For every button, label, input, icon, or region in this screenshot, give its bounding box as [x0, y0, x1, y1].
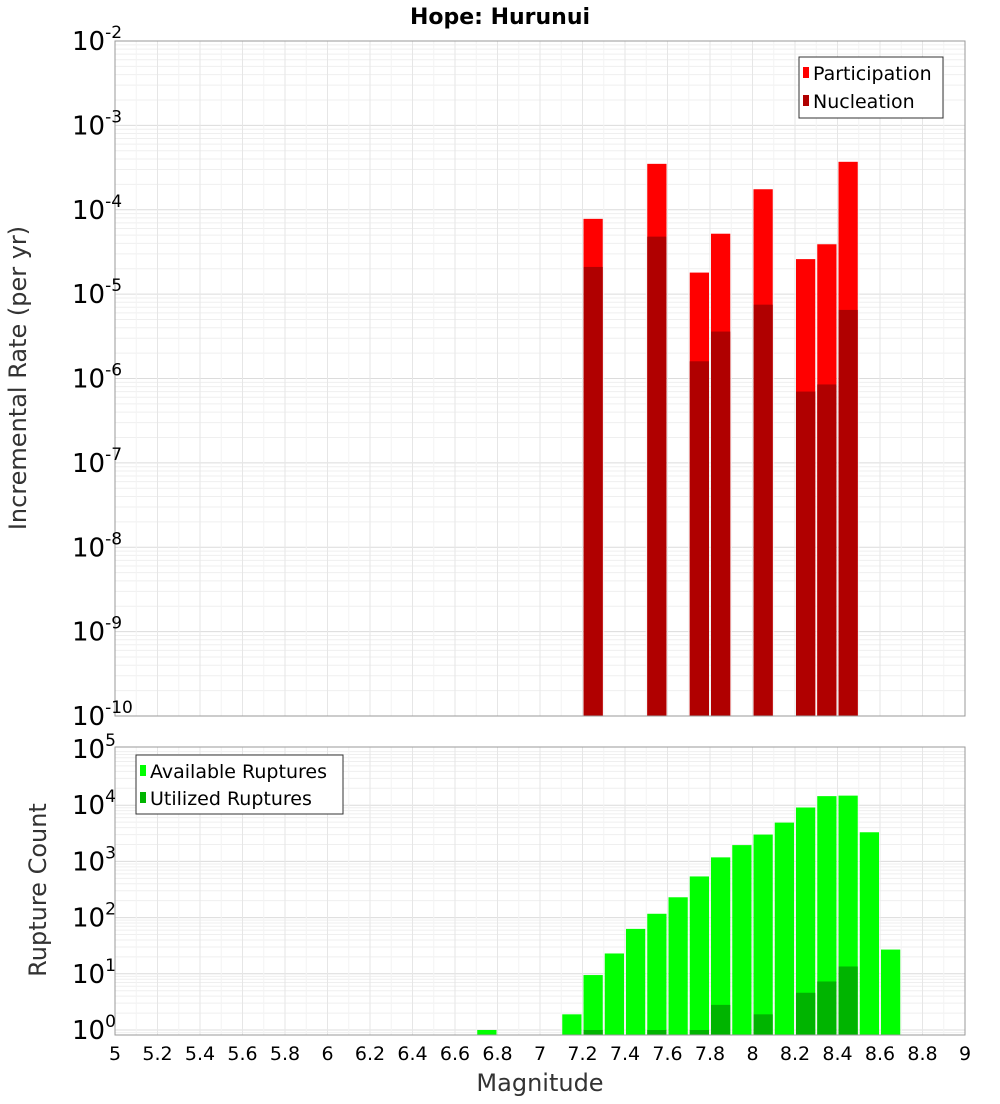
y-tick-label: 10-9	[72, 614, 122, 648]
bottom-panel: 100 101 102 103 104 105 5 5.2 5.4 5.6 5.8 6 6.2 6.4 6…	[24, 731, 971, 1097]
y-tick-label: 10-6	[72, 361, 122, 395]
bar	[626, 928, 646, 1035]
top-y-tick-labels: 10-10 10-9 10-8 10-7 10-6 10-5 10-4 10-3 10-2	[72, 23, 133, 732]
bar	[647, 236, 667, 716]
bar	[477, 1030, 497, 1035]
bar	[796, 807, 816, 1035]
bottom-utilized-bars	[583, 966, 858, 1035]
x-tick-label: 6.2	[355, 1043, 385, 1065]
bottom-available-bars	[477, 795, 901, 1035]
top-nucleation-bars	[583, 236, 858, 716]
x-tick-labels: 5 5.2 5.4 5.6 5.8 6 6.2 6.4 6.6 6.8 7 7.2 7.4 7.6 7.8 8…	[109, 1043, 971, 1065]
chart-title: Hope: Hurunui	[410, 5, 590, 30]
bar	[838, 966, 858, 1035]
legend-label-utilized-ruptures: Utilized Ruptures	[150, 788, 312, 810]
bar	[753, 304, 773, 716]
bar	[817, 384, 837, 716]
bottom-plot-frame	[114, 746, 966, 1036]
legend-label-nucleation: Nucleation	[813, 91, 915, 113]
bar	[774, 822, 794, 1035]
y-tick-label: 10-10	[72, 698, 133, 732]
top-legend-box	[798, 56, 944, 119]
y-tick-label: 105	[72, 731, 116, 765]
y-tick-label: 10-3	[72, 107, 122, 141]
x-tick-label: 5.8	[270, 1043, 300, 1065]
x-tick-label: 6	[321, 1043, 333, 1065]
bar	[562, 1014, 582, 1035]
legend-swatch-utilized-ruptures	[140, 792, 146, 803]
x-tick-label: 5.6	[227, 1043, 257, 1065]
bar	[604, 953, 624, 1035]
x-tick-label: 8.4	[822, 1043, 852, 1065]
bar	[647, 913, 667, 1035]
y-tick-label: 10-4	[72, 192, 122, 226]
bar	[838, 309, 858, 716]
bottom-legend-box	[135, 754, 344, 815]
bar	[689, 361, 709, 716]
bar	[689, 1030, 709, 1035]
bar	[817, 981, 837, 1035]
y-tick-label: 100	[72, 1012, 116, 1046]
x-axis-label: Magnitude	[476, 1069, 603, 1097]
x-tick-label: 8.2	[780, 1043, 810, 1065]
x-tick-label: 7.2	[567, 1043, 597, 1065]
bar	[796, 992, 816, 1035]
y-tick-label: 103	[72, 843, 116, 877]
y-tick-label: 10-2	[72, 23, 122, 57]
bar	[859, 832, 879, 1035]
x-tick-label: 7.6	[652, 1043, 682, 1065]
legend-swatch-available-ruptures	[140, 765, 146, 776]
bar	[711, 857, 731, 1035]
bar	[732, 845, 752, 1035]
x-tick-label: 6.8	[482, 1043, 512, 1065]
y-tick-label: 101	[72, 956, 116, 990]
bottom-legend: Available Ruptures Utilized Ruptures	[135, 754, 344, 815]
top-y-axis-label: Incremental Rate (per yr)	[4, 226, 32, 530]
top-gridlines	[114, 41, 966, 717]
x-tick-label: 7	[534, 1043, 546, 1065]
x-tick-label: 6.6	[440, 1043, 470, 1065]
x-tick-label: 6.4	[397, 1043, 427, 1065]
y-tick-label: 104	[72, 787, 116, 821]
bar	[881, 949, 901, 1035]
bar	[753, 1014, 773, 1035]
top-plot-frame	[114, 40, 966, 717]
bar	[711, 331, 731, 716]
bottom-y-tick-labels: 100 101 102 103 104 105	[72, 731, 116, 1046]
bar	[583, 266, 603, 716]
x-tick-label: 5	[109, 1043, 121, 1065]
bar	[796, 391, 816, 716]
bar	[668, 897, 688, 1035]
x-tick-label: 9	[959, 1043, 971, 1065]
x-tick-label: 8	[746, 1043, 758, 1065]
legend-label-participation: Participation	[813, 63, 932, 85]
legend-label-available-ruptures: Available Ruptures	[150, 761, 327, 783]
bar	[753, 834, 773, 1035]
bar	[583, 1030, 603, 1035]
x-tick-label: 7.8	[695, 1043, 725, 1065]
y-tick-label: 10-5	[72, 276, 122, 310]
bar	[711, 1004, 731, 1035]
y-tick-label: 10-7	[72, 445, 122, 479]
x-tick-label: 5.2	[142, 1043, 172, 1065]
top-panel: 10-10 10-9 10-8 10-7 10-6 10-5 10-4 10-3 10-2 In…	[4, 23, 966, 732]
y-tick-label: 10-8	[72, 529, 122, 563]
x-tick-label: 5.4	[185, 1043, 215, 1065]
top-legend: Participation Nucleation	[798, 56, 944, 119]
x-tick-label: 7.4	[610, 1043, 640, 1065]
bar	[647, 1030, 667, 1035]
x-tick-label: 8.8	[907, 1043, 937, 1065]
legend-swatch-nucleation	[803, 95, 809, 106]
bar	[817, 796, 837, 1035]
bar	[689, 876, 709, 1035]
x-tick-label: 8.6	[865, 1043, 895, 1065]
bar	[583, 975, 603, 1035]
bottom-y-axis-label: Rupture Count	[24, 803, 52, 977]
y-tick-label: 102	[72, 900, 116, 934]
legend-swatch-participation	[803, 67, 809, 78]
